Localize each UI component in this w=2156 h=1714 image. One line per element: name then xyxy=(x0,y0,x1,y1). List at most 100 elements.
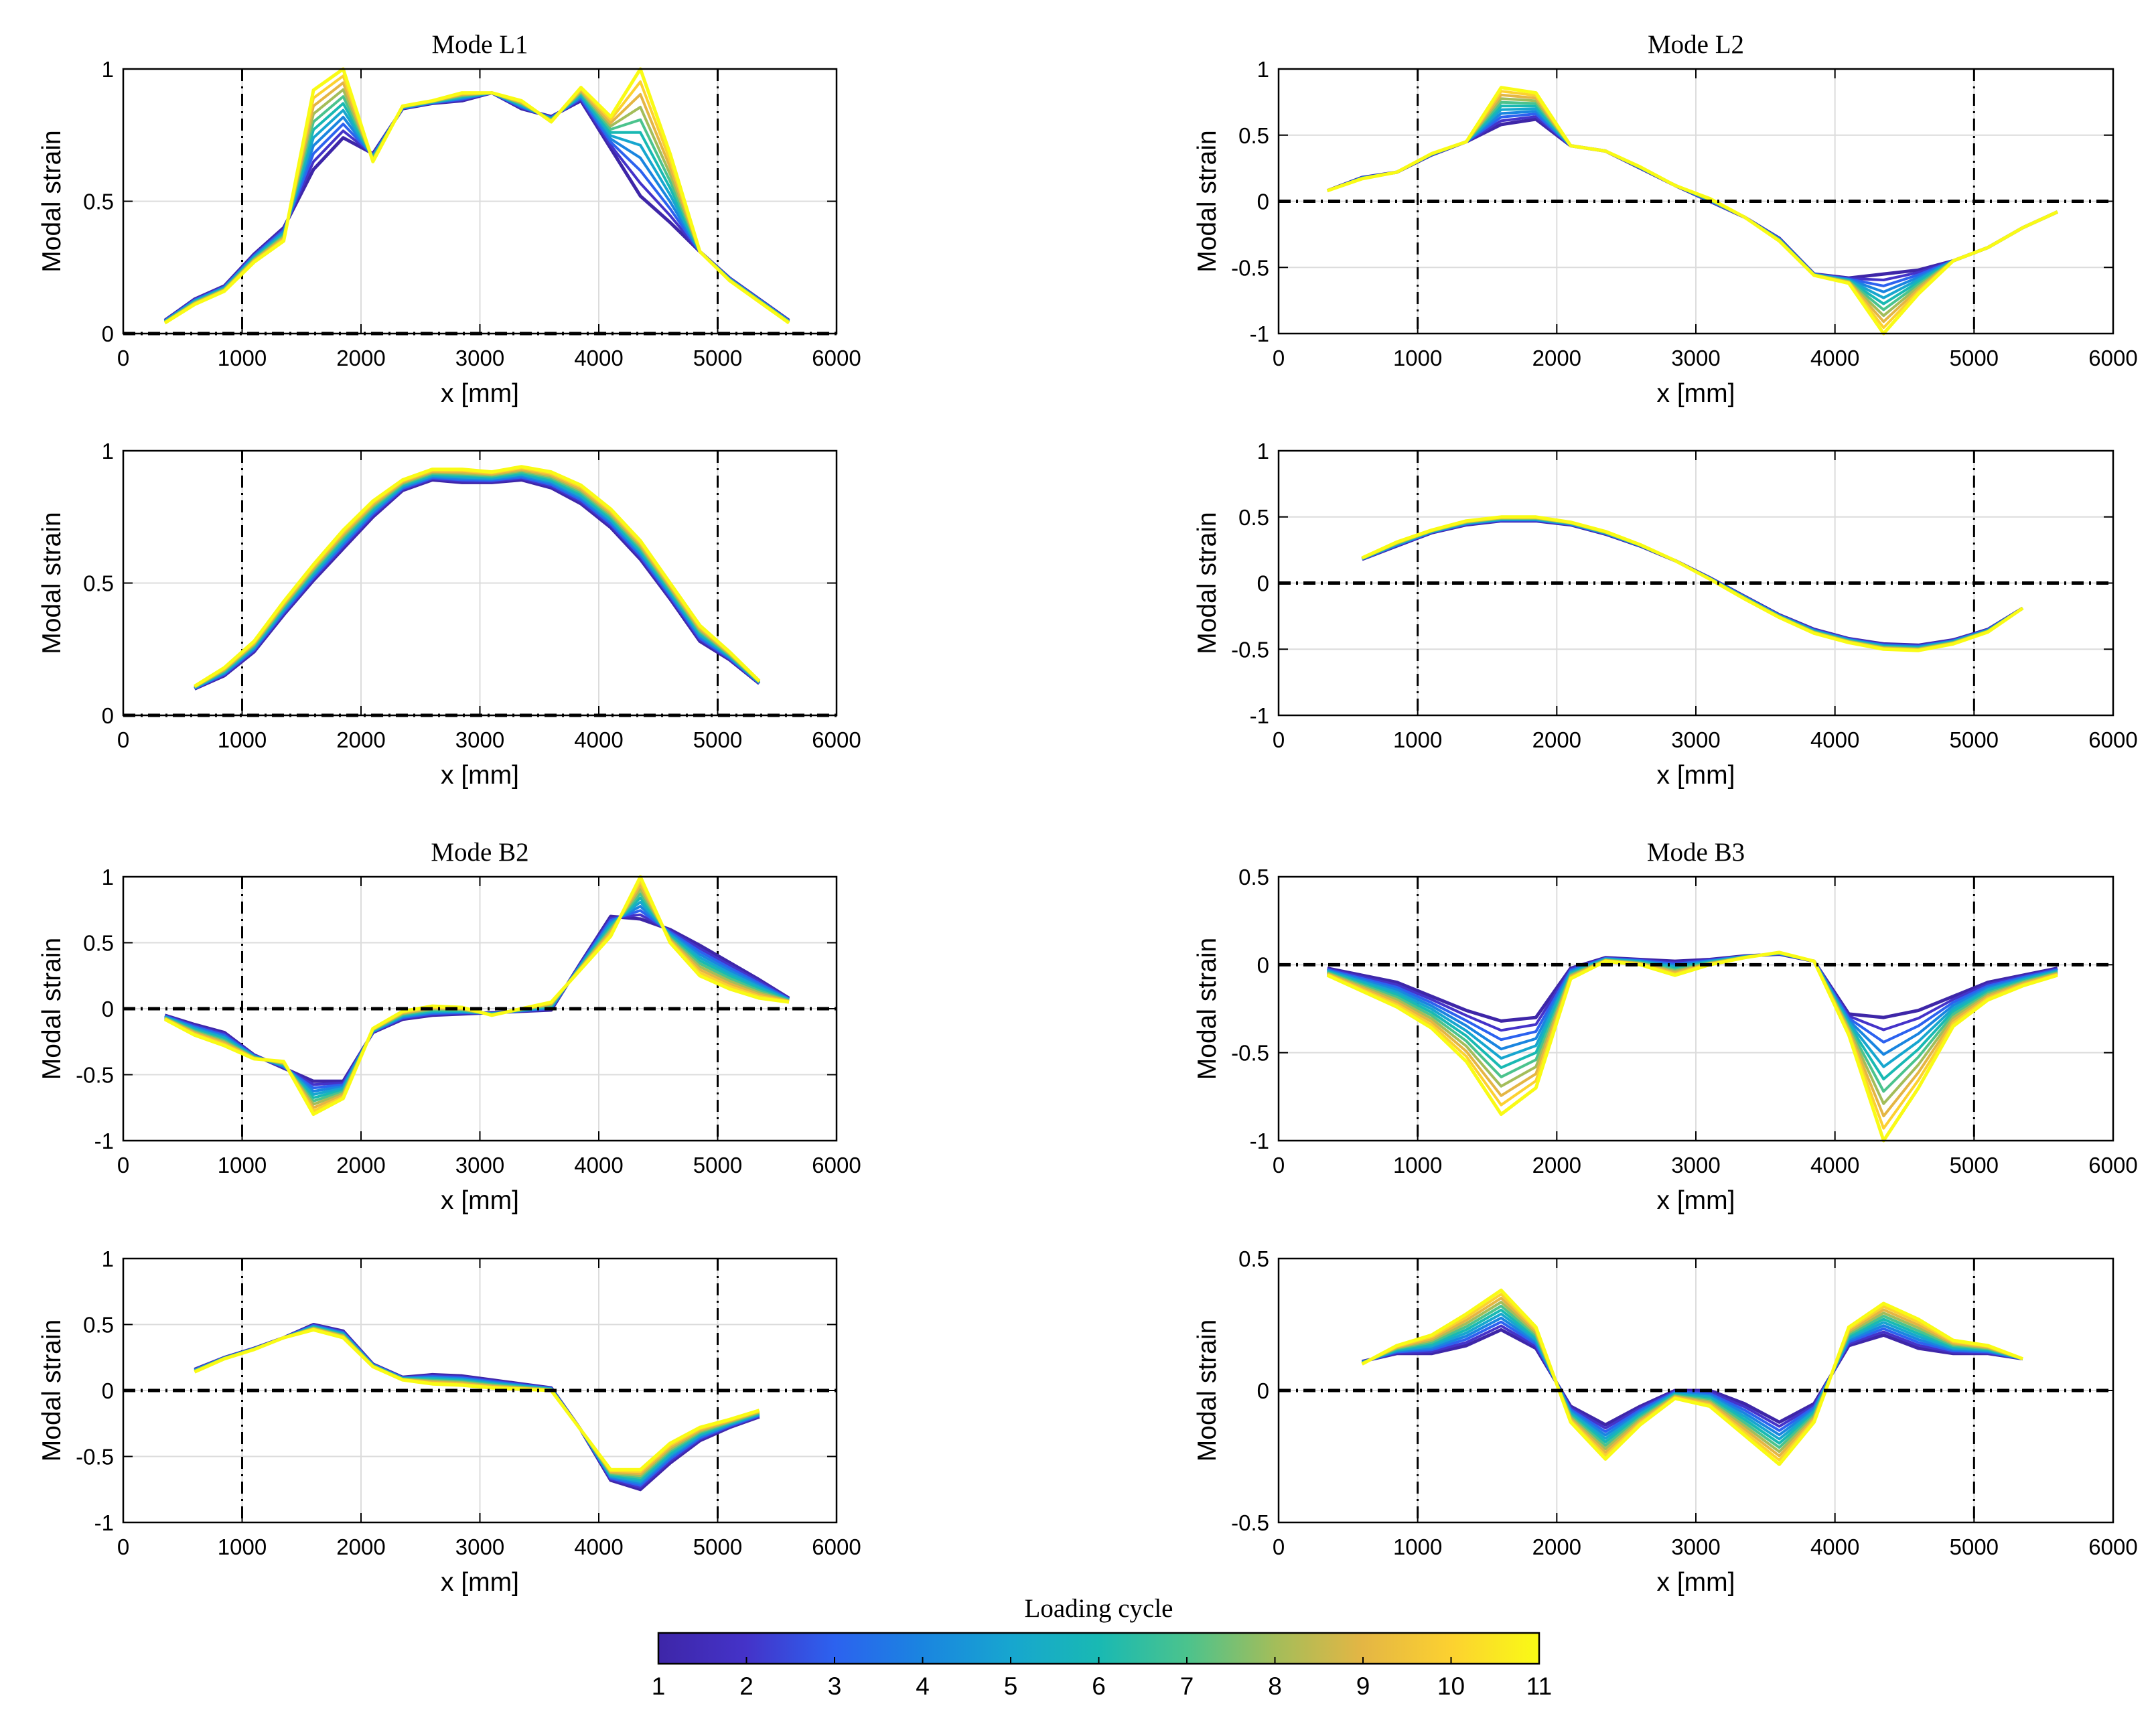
y-tick-label: 0 xyxy=(102,322,114,346)
axes-box xyxy=(1277,68,2114,335)
colorbar-tick-label: 6 xyxy=(1092,1672,1106,1700)
series-line-cycle-11 xyxy=(1361,515,2024,652)
x-tick-label: 2000 xyxy=(336,1534,385,1559)
series-line-cycle-11 xyxy=(194,465,761,688)
y-tick-label: -0.5 xyxy=(1231,1041,1269,1066)
x-tick-label: 2000 xyxy=(1532,346,1581,370)
x-tick-label: 2000 xyxy=(1532,1534,1581,1559)
y-tick-label: 1 xyxy=(1257,57,1269,82)
y-tick-label: 0 xyxy=(102,997,114,1021)
y-tick-label: 0 xyxy=(1257,952,1269,977)
y-axis-label: Modal strain xyxy=(38,938,66,1080)
chart-panel-8: 0 1000 2000 3000 4000 5000 6000-0.500.5x [mm]M… xyxy=(1193,1246,2138,1597)
colorbar-tick-label: 1 xyxy=(652,1672,666,1700)
x-tick-label: 4000 xyxy=(574,346,623,370)
x-tick-label: 4000 xyxy=(1810,727,1859,752)
y-axis-label: Modal strain xyxy=(1193,512,1222,654)
x-axis-label: x [mm] xyxy=(441,379,519,408)
y-tick-label: 0 xyxy=(1257,1378,1269,1403)
x-tick-label: 0 xyxy=(117,1153,129,1177)
x-tick-label: 0 xyxy=(1273,1153,1285,1177)
colorbar-tick-label: 8 xyxy=(1268,1672,1282,1700)
x-tick-label: 1000 xyxy=(1393,727,1442,752)
colorbar-tick-label: 2 xyxy=(739,1672,753,1700)
y-tick-label: 0.5 xyxy=(1238,505,1269,530)
x-tick-label: 1000 xyxy=(218,1534,267,1559)
x-tick-label: 3000 xyxy=(1671,1153,1720,1177)
x-tick-label: 0 xyxy=(117,727,129,752)
x-tick-label: 6000 xyxy=(2088,1153,2137,1177)
y-tick-label: 0 xyxy=(1257,190,1269,214)
y-tick-label: -0.5 xyxy=(1231,1510,1269,1535)
y-tick-label: -1 xyxy=(1250,703,1269,728)
colorbar-tick-label: 5 xyxy=(1004,1672,1018,1700)
y-tick-label: 0.5 xyxy=(1238,123,1269,148)
series-line-cycle-11 xyxy=(1326,950,2058,1143)
x-tick-label: 3000 xyxy=(455,1534,504,1559)
x-axis-label: x [mm] xyxy=(441,1568,519,1597)
x-tick-label: 5000 xyxy=(693,1534,742,1559)
y-tick-label: -1 xyxy=(1250,322,1269,346)
chart-title: Mode B3 xyxy=(1647,838,1745,867)
x-tick-label: 6000 xyxy=(812,1153,861,1177)
y-tick-label: 1 xyxy=(1257,439,1269,463)
series-line-cycle-11 xyxy=(163,67,790,325)
x-tick-label: 5000 xyxy=(1950,346,1999,370)
x-tick-label: 6000 xyxy=(812,727,861,752)
x-tick-label: 0 xyxy=(117,346,129,370)
x-tick-label: 6000 xyxy=(2088,727,2137,752)
chart-panel-2: 0 1000 2000 3000 4000 5000 6000 -1 -0.5 0 0.5 1 x [m… xyxy=(1193,30,2138,408)
x-tick-label: 3000 xyxy=(1671,1534,1720,1559)
x-tick-label: 6000 xyxy=(2088,1534,2137,1559)
x-axis-label: x [mm] xyxy=(1657,1568,1735,1597)
x-tick-label: 2000 xyxy=(336,346,385,370)
colorbar-tick-label: 10 xyxy=(1437,1672,1465,1700)
axes-box xyxy=(1277,1257,2114,1524)
y-axis-label: Modal strain xyxy=(38,1319,66,1461)
x-tick-label: 3000 xyxy=(1671,727,1720,752)
x-tick-label: 2000 xyxy=(1532,727,1581,752)
colorbar-tick-label: 11 xyxy=(1526,1672,1552,1700)
x-tick-label: 6000 xyxy=(812,1534,861,1559)
y-tick-label: 0.5 xyxy=(83,190,114,214)
y-tick-label: 0 xyxy=(102,1378,114,1403)
x-tick-label: 1000 xyxy=(1393,346,1442,370)
y-tick-label: 1 xyxy=(102,439,114,463)
y-tick-label: -0.5 xyxy=(76,1445,114,1470)
x-tick-label: 5000 xyxy=(1950,727,1999,752)
colorbar: Loading cycle 1 2 3 4 5 6 7 8 9 10 11 xyxy=(652,1594,1553,1700)
x-tick-label: 3000 xyxy=(1671,346,1720,370)
x-tick-label: 1000 xyxy=(218,727,267,752)
axes-box xyxy=(122,449,838,717)
y-tick-label: 0.5 xyxy=(83,571,114,596)
x-tick-label: 4000 xyxy=(574,727,623,752)
y-tick-label: 1 xyxy=(102,1246,114,1271)
x-tick-label: 1000 xyxy=(1393,1153,1442,1177)
chart-panel-1: 0 1000 2000 3000 4000 5000 6000 0 0.5 1 x [mm] Moda… xyxy=(38,30,861,408)
chart-title: Mode L1 xyxy=(431,30,528,59)
x-axis-label: x [mm] xyxy=(1657,379,1735,408)
y-tick-label: -1 xyxy=(94,1510,114,1535)
series-line-cycle-11 xyxy=(1361,1288,2023,1466)
axes-box xyxy=(122,1257,838,1524)
x-axis-label: x [mm] xyxy=(441,761,519,790)
y-tick-label: -1 xyxy=(94,1129,114,1153)
colorbar-tick-label: 4 xyxy=(916,1672,930,1700)
y-tick-label: 1 xyxy=(102,57,114,82)
y-tick-label: 0.5 xyxy=(83,931,114,956)
x-tick-label: 2000 xyxy=(1532,1153,1581,1177)
chart-panel-3: 0 1000 2000 3000 4000 5000 6000 0 0.5 1 x [mm] Moda… xyxy=(38,439,861,790)
y-tick-label: -0.5 xyxy=(1231,637,1269,662)
x-tick-label: 3000 xyxy=(455,727,504,752)
y-axis-label: Modal strain xyxy=(1193,1319,1222,1461)
y-axis-label: Modal strain xyxy=(38,512,66,654)
x-tick-label: 4000 xyxy=(574,1534,623,1559)
y-axis-label: Modal strain xyxy=(38,130,66,272)
series-line-cycle-11 xyxy=(1326,86,2058,336)
x-tick-label: 5000 xyxy=(1950,1153,1999,1177)
series-line-cycle-11 xyxy=(163,875,790,1117)
colorbar-tick-label: 3 xyxy=(828,1672,842,1700)
axes-box xyxy=(122,68,838,335)
axes-box xyxy=(1277,449,2114,717)
